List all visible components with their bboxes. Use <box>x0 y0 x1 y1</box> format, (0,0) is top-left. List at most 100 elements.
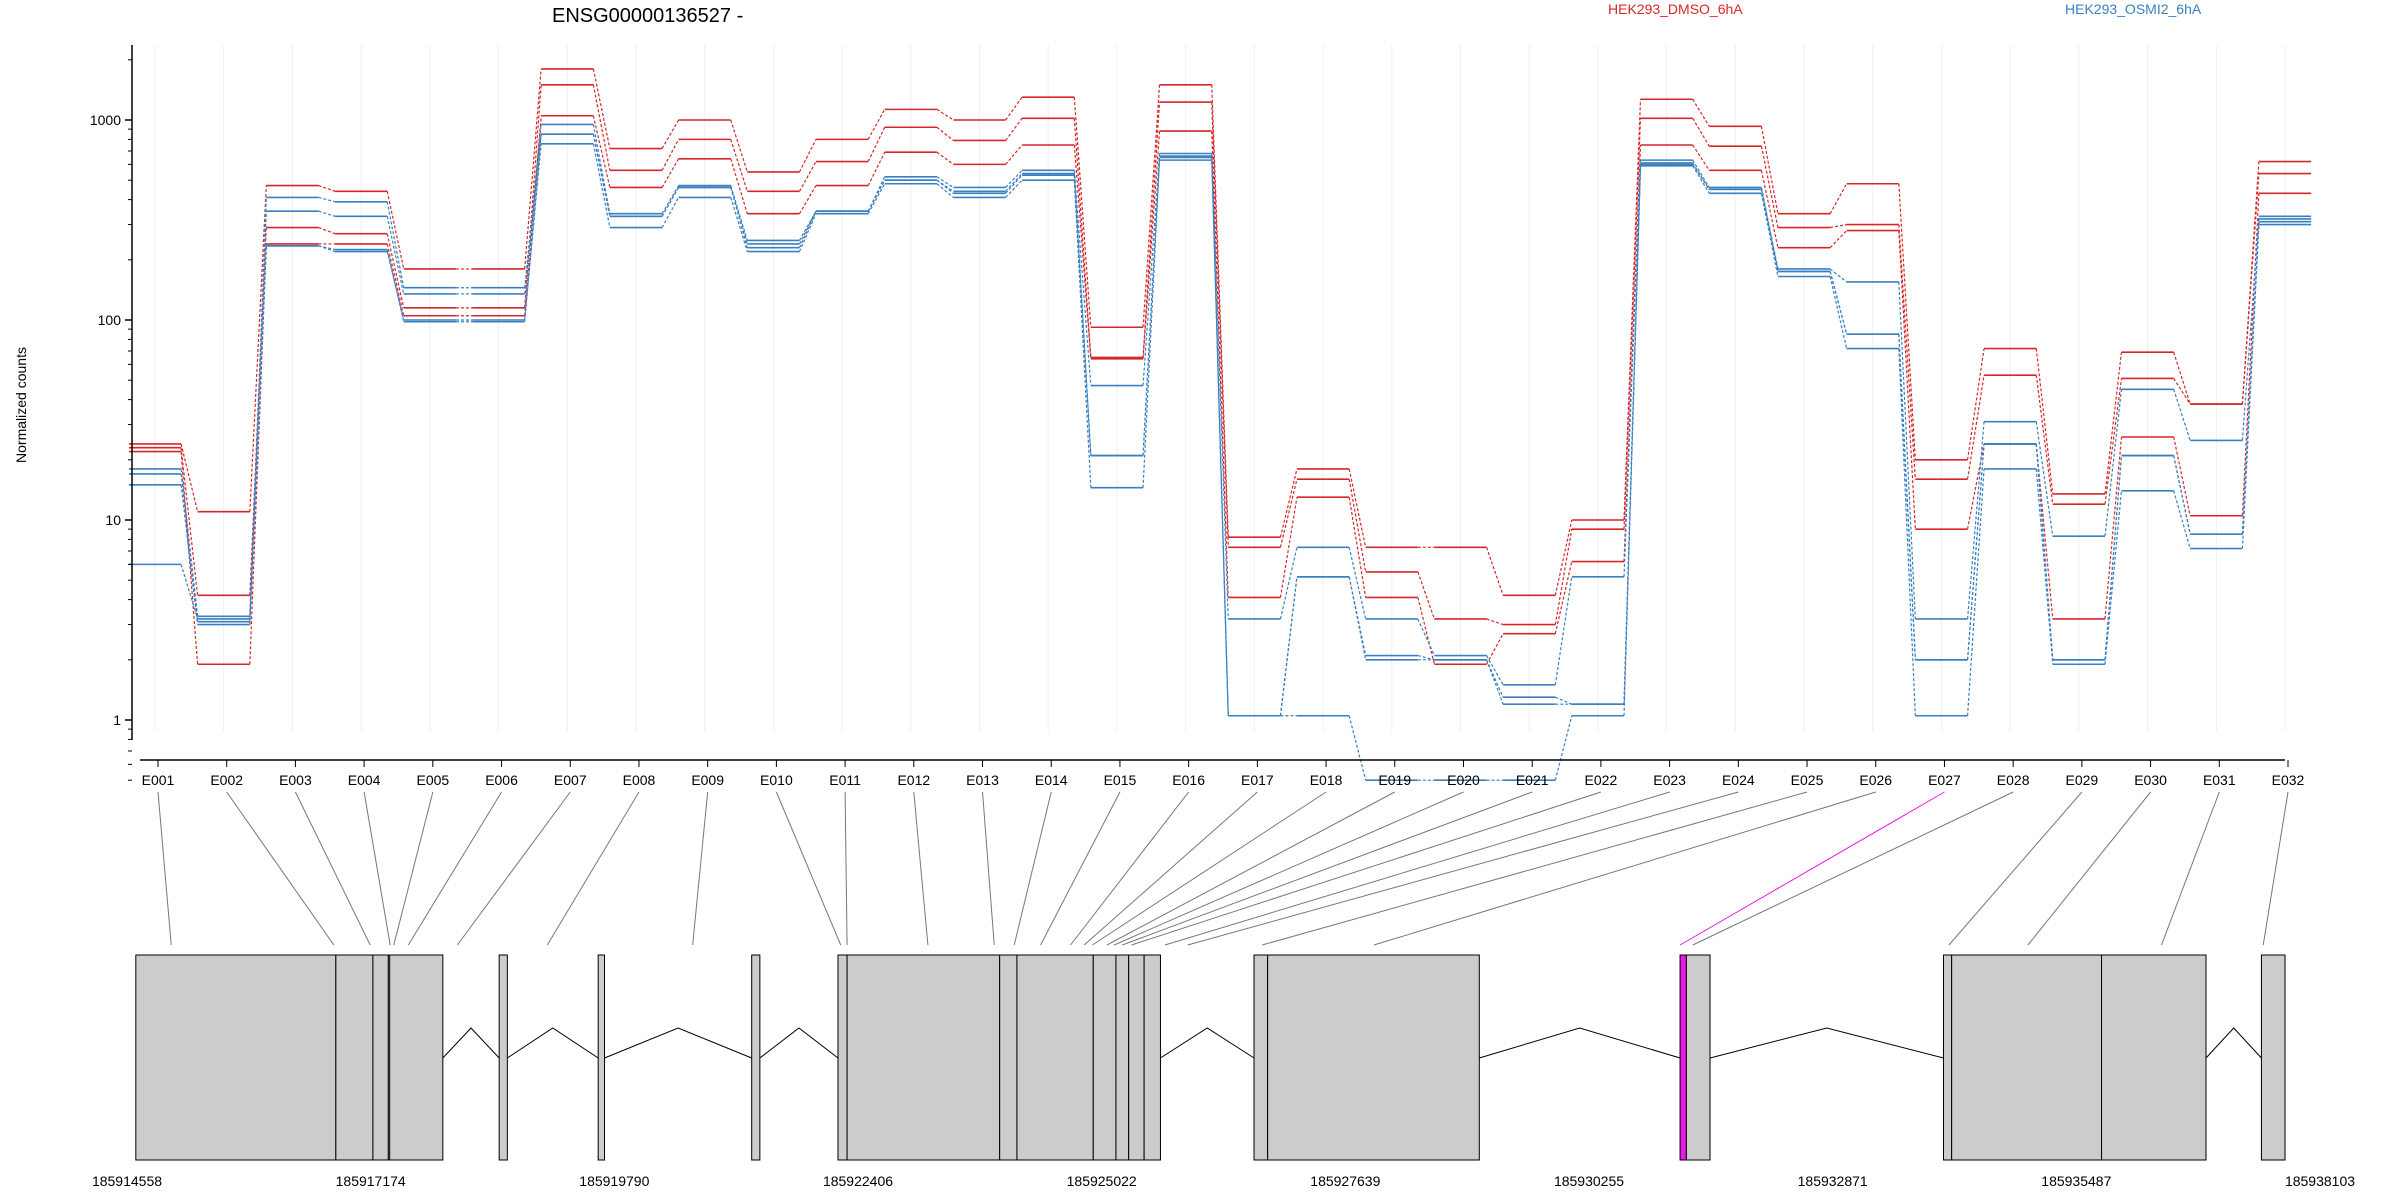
data-connector <box>867 151 886 186</box>
intron <box>2205 1027 2262 1059</box>
exon-block <box>1143 954 1161 1161</box>
data-connector <box>1005 144 1023 165</box>
x-tick-label: E012 <box>897 772 930 788</box>
data-connector <box>318 185 336 192</box>
data-connector <box>1829 230 1848 249</box>
data-connector <box>1898 334 1916 660</box>
data-connector <box>661 139 680 171</box>
data-connector <box>798 210 817 245</box>
data-connector <box>1279 497 1298 598</box>
data-connector <box>1417 571 1435 620</box>
exon-block <box>597 954 606 1161</box>
data-connector <box>1692 144 1710 171</box>
data-connector <box>1554 715 1573 781</box>
data-connector <box>1005 117 1023 141</box>
data-connector <box>1348 479 1367 573</box>
data-connector <box>867 179 886 212</box>
data-connector <box>798 161 817 192</box>
intron <box>507 1027 599 1059</box>
data-connector <box>1966 443 1985 660</box>
data-connector <box>592 115 611 188</box>
data-connector <box>936 108 954 121</box>
data-connector <box>1486 633 1504 665</box>
x-tick-label: E026 <box>1859 772 1892 788</box>
data-connector <box>1486 659 1504 698</box>
exon-connector <box>2027 791 2151 946</box>
exon-connector <box>393 791 434 946</box>
exon-connector <box>844 791 848 946</box>
exon-connector <box>1679 791 1945 946</box>
exon-connector <box>1948 791 2083 946</box>
data-connector <box>2035 468 2054 665</box>
data-connector <box>318 245 336 251</box>
data-connector <box>1966 375 1985 480</box>
data-connector <box>1279 576 1298 716</box>
exon-connector <box>1373 791 1876 946</box>
data-connector <box>2035 443 2054 660</box>
data-connector <box>1760 146 1779 228</box>
genomic-coordinate-label: 185930255 <box>1554 1173 1624 1189</box>
intron <box>1709 1027 1944 1059</box>
exon-connector <box>775 791 842 946</box>
x-tick-label: E027 <box>1928 772 1961 788</box>
exon-block <box>389 954 444 1161</box>
exon-block <box>846 954 1001 1161</box>
exon-block <box>1115 954 1130 1161</box>
data-connector <box>867 183 886 214</box>
data-connector <box>2173 389 2191 441</box>
x-tick-label: E008 <box>623 772 656 788</box>
genomic-coordinate-label: 185932871 <box>1798 1173 1868 1189</box>
exon-connector <box>407 791 502 946</box>
x-tick-label: E018 <box>1310 772 1343 788</box>
data-connector <box>1692 117 1710 147</box>
data-connector <box>1760 189 1779 272</box>
data-connector <box>867 109 886 140</box>
data-connector <box>1005 173 1023 192</box>
data-connector <box>386 201 405 288</box>
exon-block <box>2260 954 2286 1161</box>
data-connector <box>798 213 817 252</box>
exon-block <box>999 954 1018 1161</box>
data-connector <box>1073 180 1092 488</box>
x-tick-label: E006 <box>485 772 518 788</box>
x-tick-label: E032 <box>2272 772 2305 788</box>
exon-connector <box>1262 791 1808 946</box>
data-connector <box>1142 153 1161 386</box>
data-connector <box>1417 597 1435 665</box>
data-connector <box>1692 98 1710 127</box>
data-connector <box>386 191 405 270</box>
chart-title: ENSG00000136527 - <box>552 5 743 27</box>
data-connector <box>936 176 954 188</box>
data-connector <box>1829 268 1848 283</box>
data-connector <box>2241 193 2260 516</box>
data-connector <box>730 187 748 245</box>
data-connector <box>1348 715 1367 781</box>
x-tick-label: E017 <box>1241 772 1274 788</box>
data-connector <box>1142 131 1161 359</box>
data-connector <box>386 243 405 316</box>
data-connector <box>1005 96 1023 121</box>
data-connector <box>1073 144 1092 359</box>
data-connector <box>2035 348 2054 495</box>
data-connector <box>1348 497 1367 598</box>
exon-connector <box>2262 791 2289 946</box>
exon-connector <box>1070 791 1190 946</box>
exon-connector <box>1164 791 1670 946</box>
exon-block <box>372 954 389 1161</box>
data-connector <box>798 185 817 215</box>
y-tick-label: 1 <box>113 712 121 728</box>
x-tick-label: E001 <box>142 772 175 788</box>
exon-connector <box>1092 791 1327 946</box>
data-connector <box>661 185 680 215</box>
data-connector <box>2173 436 2191 516</box>
x-tick-label: E019 <box>1378 772 1411 788</box>
data-connector <box>592 84 611 171</box>
exon-connector <box>157 791 172 946</box>
data-connector <box>2173 352 2191 405</box>
legend-entry-osmi2: HEK293_OSMI2_6hA <box>2065 1 2202 17</box>
data-connector <box>318 226 336 235</box>
data-connector <box>2104 352 2123 495</box>
exon-block <box>498 954 508 1161</box>
y-tick-label: 1000 <box>90 112 121 128</box>
